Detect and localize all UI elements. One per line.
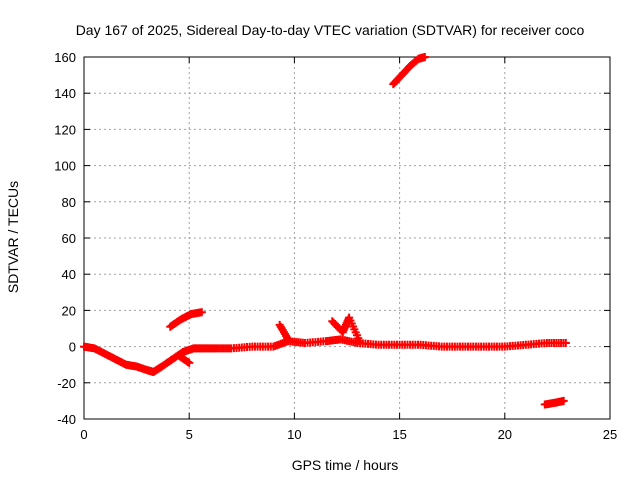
series-main-trace bbox=[80, 335, 570, 376]
x-tick-label: 0 bbox=[80, 427, 87, 442]
axis-ticks bbox=[83, 56, 611, 420]
data-marks bbox=[80, 53, 570, 409]
data-point bbox=[561, 338, 570, 347]
series-late-arc bbox=[540, 396, 568, 409]
series-mid-arc bbox=[166, 308, 206, 331]
chart-title: Day 167 of 2025, Sidereal Day-to-day VTE… bbox=[76, 22, 585, 38]
y-axis-label: SDTVAR / TECUs bbox=[5, 181, 21, 293]
series-spike-9 bbox=[275, 320, 293, 344]
x-tick-label: 20 bbox=[498, 427, 512, 442]
y-tick-label: 20 bbox=[62, 303, 76, 318]
x-tick-label: 25 bbox=[603, 427, 617, 442]
y-tick-label: 160 bbox=[54, 50, 76, 65]
x-tick-label: 5 bbox=[186, 427, 193, 442]
y-tick-label: 140 bbox=[54, 86, 76, 101]
x-tick-labels: 0 5 10 15 20 25 bbox=[80, 427, 617, 442]
data-point bbox=[559, 396, 568, 405]
series-spike-12 bbox=[328, 313, 364, 346]
y-tick-label: -20 bbox=[57, 376, 76, 391]
grid-lines bbox=[84, 57, 610, 419]
y-tick-label: -40 bbox=[57, 412, 76, 427]
data-point bbox=[355, 337, 364, 346]
x-axis-label: GPS time / hours bbox=[292, 457, 399, 473]
data-point bbox=[420, 53, 429, 61]
data-point bbox=[185, 358, 194, 367]
series-dip-branch bbox=[174, 351, 194, 367]
y-tick-label: 100 bbox=[54, 159, 76, 174]
y-tick-label: 40 bbox=[62, 267, 76, 282]
x-tick-label: 15 bbox=[392, 427, 406, 442]
series-upper-arc bbox=[389, 53, 429, 89]
data-point bbox=[284, 335, 293, 344]
y-tick-label: 120 bbox=[54, 122, 76, 137]
y-tick-labels: -40 -20 0 20 40 60 80 100 120 140 160 bbox=[54, 50, 76, 427]
y-tick-label: 0 bbox=[69, 340, 76, 355]
y-tick-label: 80 bbox=[62, 195, 76, 210]
x-tick-label: 10 bbox=[287, 427, 301, 442]
y-tick-label: 60 bbox=[62, 231, 76, 246]
data-point bbox=[197, 308, 206, 317]
